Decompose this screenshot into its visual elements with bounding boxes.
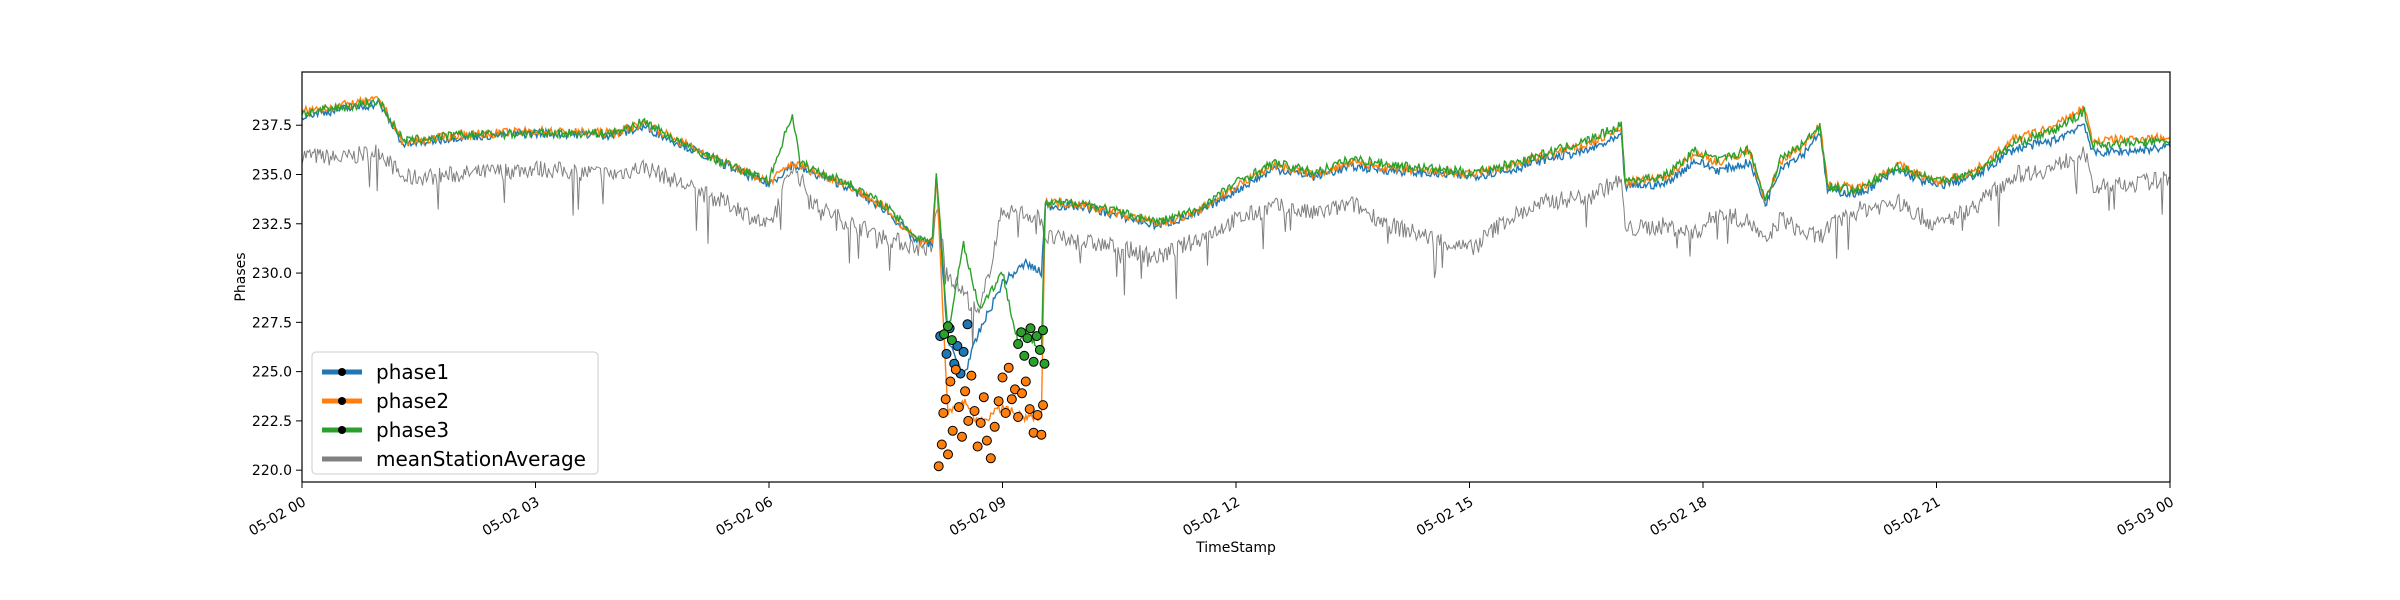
marker-phase2-10 — [960, 386, 971, 397]
marker-phase1-7 — [962, 319, 973, 330]
marker-phase2-7 — [950, 364, 961, 375]
marker-phase2-31 — [1032, 410, 1043, 420]
series-line-phase3 — [302, 97, 2170, 355]
y-tick-label-2: 225.0 — [252, 365, 292, 381]
y-tick-label-7: 237.5 — [252, 118, 292, 134]
marker-phase2-21 — [997, 372, 1008, 383]
legend-label-meanStationAverage: meanStationAverage — [376, 447, 586, 471]
x-tick-label-0: 05-02 00 — [246, 494, 309, 539]
marker-phase3-11 — [1038, 325, 1048, 336]
marker-phase2-13 — [969, 406, 980, 416]
x-tick-label-2: 05-02 06 — [713, 494, 776, 539]
marker-phase2-19 — [989, 421, 1000, 432]
marker-phase2-5 — [945, 376, 956, 387]
marker-phase2-9 — [957, 431, 967, 442]
x-tick-label-8: 05-03 00 — [2114, 494, 2177, 539]
x-axis: 05-02 00 05-02 03 05-02 06 05-02 09 05-02 12… — [246, 482, 2177, 539]
marker-phase3-8 — [1028, 356, 1039, 367]
marker-phase2-4 — [943, 449, 953, 460]
marker-phase2-6 — [947, 425, 958, 436]
x-axis-title: TimeStamp — [1195, 540, 1276, 556]
marker-phase2-26 — [1013, 412, 1024, 422]
marker-phase2-11 — [963, 415, 974, 426]
marker-phase2-16 — [978, 392, 989, 403]
y-tick-label-6: 235.0 — [252, 168, 292, 184]
marker-phase2-23 — [1003, 362, 1014, 373]
plot-area — [302, 95, 2170, 472]
marker-phase2-27 — [1017, 388, 1027, 399]
marker-phase3-4 — [1016, 327, 1027, 338]
marker-phase2-15 — [975, 417, 986, 428]
x-tick-label-1: 05-02 03 — [480, 494, 543, 539]
marker-phase2-28 — [1020, 376, 1031, 387]
y-axis-title: Phases — [233, 252, 249, 301]
marker-phase2-3 — [940, 394, 951, 405]
marker-phase2-18 — [985, 453, 996, 464]
marker-phase3-2 — [946, 335, 957, 346]
y-tick-label-5: 232.5 — [252, 217, 292, 233]
marker-phase2-2 — [938, 408, 949, 418]
legend-box — [311, 351, 599, 475]
y-tick-label-4: 230.0 — [252, 266, 292, 282]
marker-phase3-0 — [939, 329, 950, 340]
marker-phase2-14 — [972, 441, 983, 452]
marker-phase3-9 — [1031, 331, 1042, 342]
marker-phase2-29 — [1024, 404, 1035, 415]
x-tick-label-5: 05-02 15 — [1414, 494, 1477, 539]
legend-label-phase2: phase2 — [376, 389, 449, 413]
marker-phase2-20 — [993, 396, 1004, 407]
legend-label-phase1: phase1 — [376, 360, 449, 384]
marker-phase2-17 — [981, 435, 992, 446]
y-tick-label-3: 227.5 — [252, 315, 292, 331]
y-axis: 220.0 222.5 225.0 227.5 230.0 232.5 235.0 237.5 — [252, 118, 302, 479]
y-tick-label-1: 222.5 — [252, 414, 292, 430]
y-tick-label-0: 220.0 — [252, 463, 292, 479]
x-tick-label-3: 05-02 09 — [947, 494, 1010, 539]
legend-label-phase3: phase3 — [376, 418, 449, 442]
marker-phase3-3 — [1013, 339, 1024, 349]
marker-phase2-33 — [1038, 400, 1048, 411]
series-line-phase2 — [302, 95, 2170, 426]
legend-marker-phase2 — [338, 397, 346, 405]
marker-phase3-7 — [1025, 323, 1036, 334]
marker-phase2-32 — [1036, 429, 1047, 440]
marker-phase2-1 — [936, 439, 947, 450]
series-line-meanStationAverage — [302, 144, 2170, 349]
legend: phase1 phase2 phase3 meanStationAverage — [311, 351, 599, 475]
marker-phase3-5 — [1019, 350, 1030, 361]
marker-phase2-22 — [1000, 408, 1011, 418]
marker-phase2-12 — [966, 370, 977, 381]
marker-phase1-1 — [941, 348, 952, 359]
legend-marker-phase1 — [338, 368, 346, 376]
x-tick-label-7: 05-02 21 — [1881, 494, 1944, 539]
marker-phase3-1 — [943, 321, 953, 332]
marker-phase3-12 — [1039, 358, 1050, 369]
marker-phase3-10 — [1034, 344, 1045, 355]
marker-phase2-0 — [933, 461, 944, 472]
marker-phase2-8 — [953, 402, 964, 413]
marker-phase2-24 — [1006, 394, 1017, 405]
legend-marker-phase3 — [338, 426, 346, 434]
x-tick-label-6: 05-02 18 — [1647, 494, 1710, 539]
marker-phase1-6 — [958, 346, 969, 357]
marker-phase3-6 — [1022, 333, 1033, 344]
x-tick-label-4: 05-02 12 — [1180, 494, 1243, 539]
series-line-phase1 — [302, 99, 2170, 378]
